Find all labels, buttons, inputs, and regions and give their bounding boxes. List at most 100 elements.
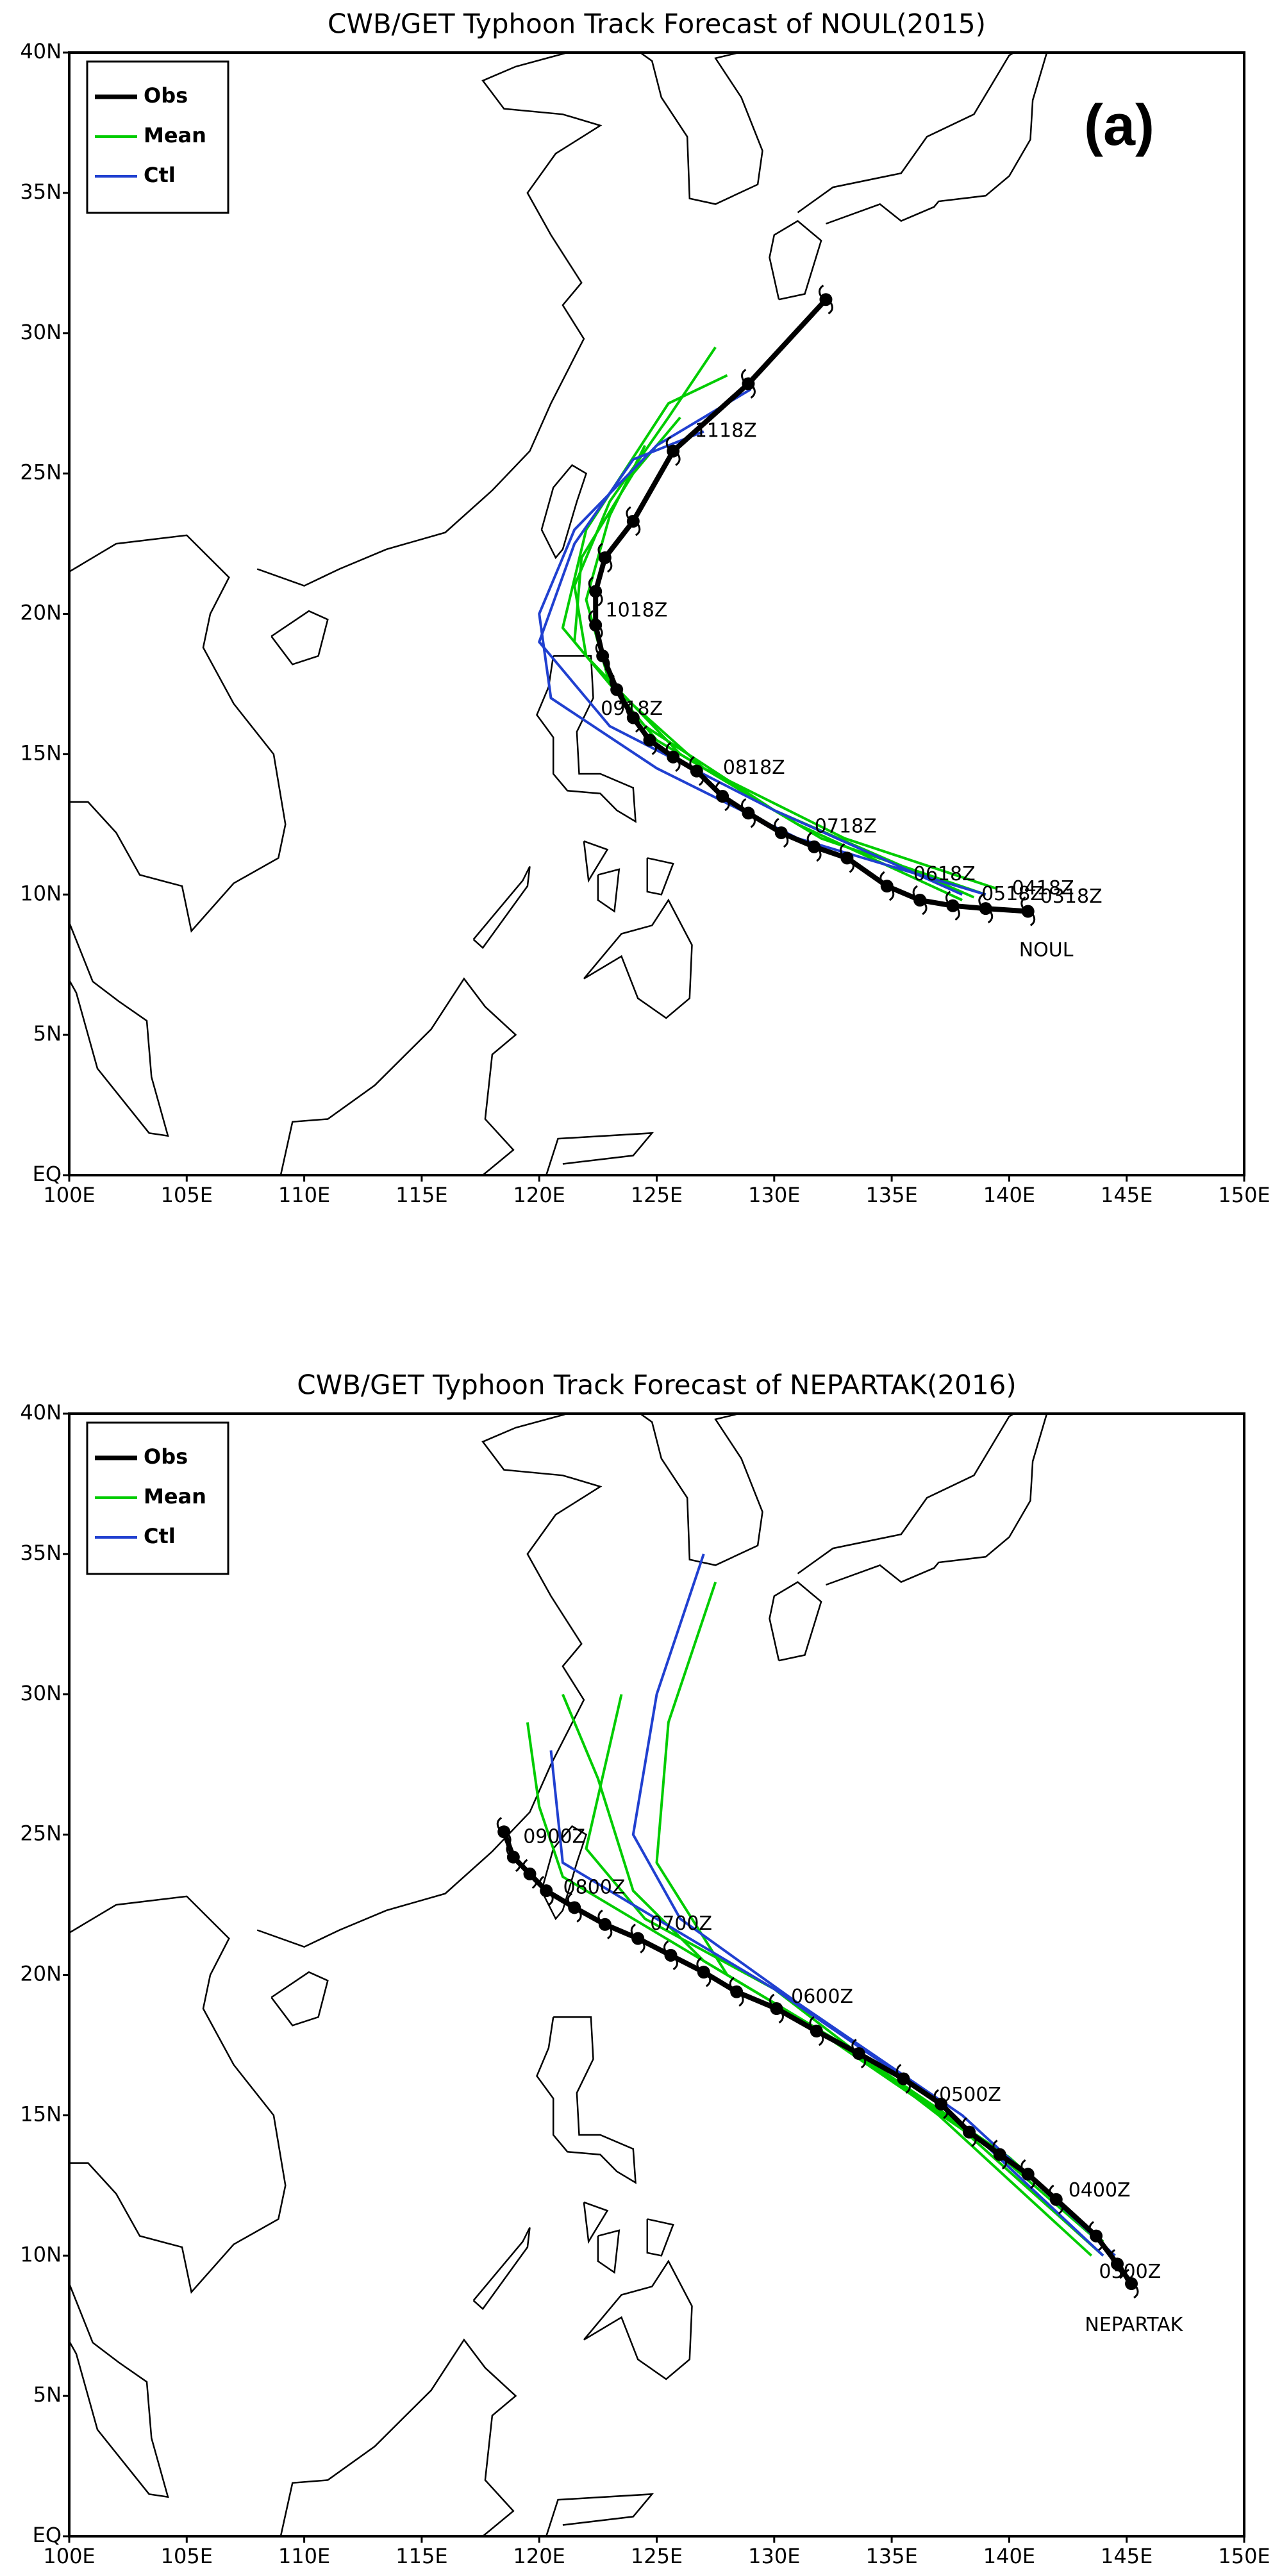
- coastline: [472, 2227, 531, 2311]
- annotation: NOUL: [1019, 939, 1074, 961]
- typhoon-symbol: [806, 832, 822, 862]
- coastline: [540, 464, 588, 560]
- typhoon-symbol: [597, 1909, 613, 1939]
- annotation: 0918Z: [601, 698, 663, 720]
- y-tick-label: 5N: [33, 2382, 62, 2407]
- x-tick-label: 135E: [865, 2544, 917, 2568]
- annotation: 1018Z: [606, 599, 668, 622]
- obs-point: [963, 2125, 976, 2139]
- y-tick-label: 35N: [20, 1541, 62, 1565]
- coastline: [640, 1414, 763, 1566]
- coastline: [540, 1825, 588, 1921]
- x-tick-label: 110E: [278, 2544, 330, 2568]
- obs-point: [667, 444, 680, 458]
- obs-point: [568, 1901, 581, 1914]
- typhoon-symbol: [978, 893, 994, 924]
- coastline: [826, 1414, 1048, 1586]
- typhoon-symbol: [839, 843, 854, 873]
- annotation: 0400Z: [1069, 2179, 1131, 2202]
- typhoon-symbol: [774, 817, 789, 848]
- typhoon-symbol: [1020, 2159, 1036, 2189]
- obs-point: [742, 377, 755, 390]
- obs-point: [946, 899, 960, 912]
- ensemble-track: [538, 430, 963, 896]
- annotation: 0300Z: [1099, 2261, 1161, 2283]
- obs-point: [631, 1932, 645, 1945]
- panel-label: (a): [1084, 94, 1154, 158]
- coastline: [583, 840, 609, 883]
- obs-point: [626, 515, 640, 528]
- obs-point: [664, 1948, 678, 1962]
- x-tick-label: 145E: [1101, 1183, 1153, 1207]
- x-tick-label: 125E: [631, 2544, 683, 2568]
- obs-point: [667, 750, 680, 764]
- y-tick-label: 20N: [20, 601, 62, 625]
- typhoon-symbol: [740, 369, 756, 399]
- annotation: 0418Z: [1012, 877, 1074, 899]
- annotation: 0900Z: [523, 1826, 585, 1848]
- obs-point: [810, 2025, 823, 2038]
- obs-point: [979, 902, 992, 916]
- legend-label: Ctl: [144, 163, 176, 187]
- coastline: [271, 610, 329, 665]
- typhoon-symbol: [740, 798, 756, 828]
- coastline: [69, 534, 287, 933]
- obs-point: [1125, 2277, 1138, 2291]
- typhoon-symbol: [1110, 2249, 1125, 2279]
- typhoon-symbol: [663, 1940, 678, 1971]
- typhoon-symbol: [945, 891, 960, 921]
- coastline: [583, 2259, 693, 2380]
- obs-point: [540, 1884, 553, 1898]
- typhoon-symbol: [818, 284, 833, 315]
- obs-point: [643, 733, 656, 747]
- y-tick-label: 40N: [20, 39, 62, 63]
- coastline: [769, 220, 822, 301]
- coastline: [826, 53, 1048, 225]
- coastline: [545, 1132, 654, 1175]
- y-tick-label: 25N: [20, 460, 62, 485]
- obs-point: [852, 2047, 865, 2061]
- chart-title: CWB/GET Typhoon Track Forecast of NEPART…: [297, 1369, 1016, 1401]
- typhoon-symbol: [1124, 2268, 1139, 2299]
- coastline: [583, 2201, 609, 2245]
- coastline: [646, 857, 674, 896]
- typhoon-symbol: [992, 2139, 1008, 2170]
- typhoon-symbol: [595, 640, 610, 671]
- x-tick-label: 115E: [395, 1183, 447, 1207]
- x-tick-label: 135E: [865, 1183, 917, 1207]
- obs-point: [506, 1850, 520, 1864]
- obs-point: [993, 2148, 1006, 2161]
- obs-point: [589, 585, 603, 598]
- annotation: 0800Z: [563, 1876, 626, 1898]
- y-tick-label: 15N: [20, 2102, 62, 2126]
- y-tick-label: 20N: [20, 1962, 62, 1986]
- x-tick-label: 115E: [395, 2544, 447, 2568]
- typhoon-symbol: [715, 781, 730, 812]
- coastline: [536, 2016, 637, 2184]
- typhoon-symbol: [962, 2117, 977, 2147]
- plot-frame: [68, 51, 1245, 1176]
- coastline: [472, 866, 531, 949]
- obs-point: [610, 683, 624, 696]
- typhoon-symbol: [1049, 2184, 1064, 2214]
- obs-point: [935, 2097, 948, 2111]
- coastline: [279, 977, 517, 1175]
- plot-area: [69, 1414, 1139, 2536]
- typhoon-symbol: [630, 1923, 645, 1953]
- coastline: [583, 898, 693, 1019]
- legend-label: Mean: [144, 1484, 206, 1509]
- coastline: [69, 1895, 287, 2294]
- x-tick-label: 130E: [748, 1183, 800, 1207]
- coastline: [256, 1414, 603, 1948]
- typhoon-symbol: [522, 1859, 538, 1889]
- x-tick-label: 105E: [161, 1183, 213, 1207]
- typhoon-symbol: [626, 703, 641, 733]
- coastline: [640, 53, 763, 205]
- ensemble-track: [631, 1553, 1116, 2257]
- obs-point: [742, 807, 755, 820]
- coastline: [597, 868, 620, 913]
- ensemble-track: [655, 1582, 1104, 2243]
- typhoon-symbol: [626, 506, 641, 537]
- typhoon-symbol: [609, 674, 624, 705]
